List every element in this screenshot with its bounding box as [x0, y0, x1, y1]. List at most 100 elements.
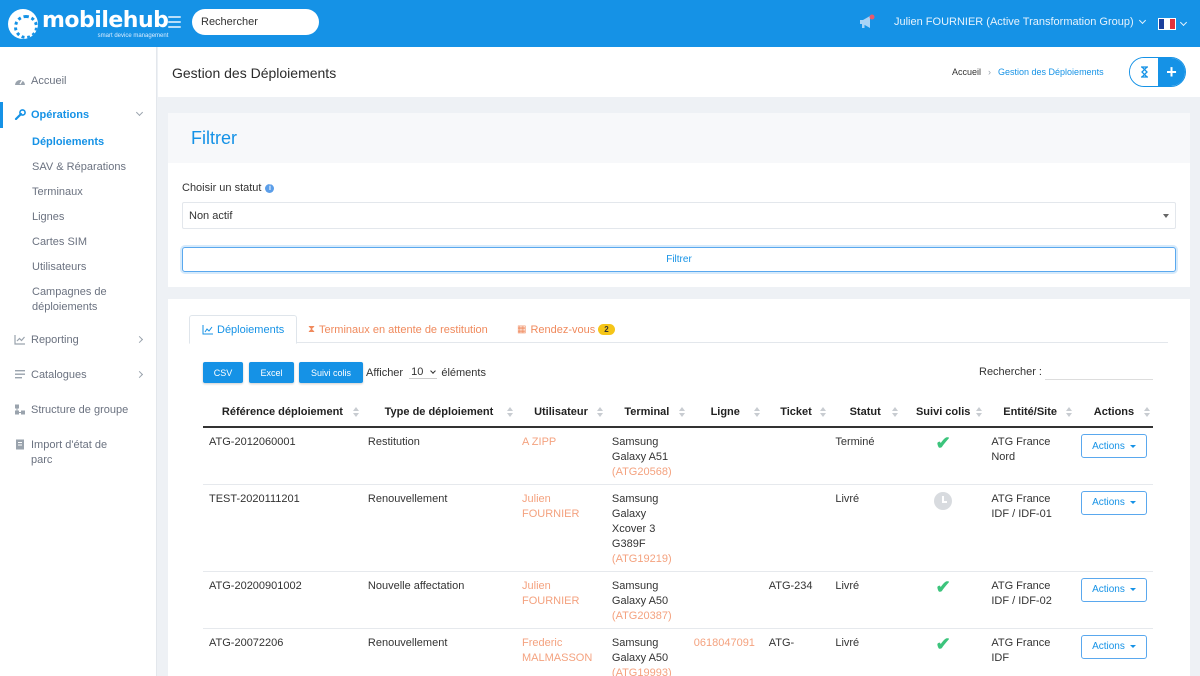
- sidebar-subitem-deployments[interactable]: Déploiements: [32, 136, 105, 148]
- cell-type: Renouvellement: [361, 484, 517, 572]
- sort-icon: [1065, 407, 1072, 417]
- global-search-input[interactable]: [192, 9, 319, 35]
- column-header-line[interactable]: Ligne: [687, 397, 763, 428]
- table-row[interactable]: ATG-2012060001 Restitution A ZIPP Samsun…: [203, 427, 1153, 485]
- tab-pending-terminals[interactable]: ⧗ Terminaux en attente de restitution: [308, 315, 488, 344]
- page-size-control: Afficher 10 éléments: [366, 366, 486, 379]
- sidebar-item-label: Import d'état de parc: [31, 439, 108, 466]
- cell-user-link[interactable]: A ZIPP: [516, 427, 606, 485]
- actions-dropdown-button[interactable]: Actions: [1080, 634, 1147, 659]
- sidebar-item-catalogues[interactable]: Catalogues: [0, 368, 157, 383]
- chevron-right-icon: ›: [988, 67, 992, 77]
- column-label: Utilisateur: [534, 405, 588, 418]
- cell-actions: Actions: [1074, 628, 1153, 676]
- actions-label: Actions: [1092, 440, 1125, 452]
- actions-dropdown-button[interactable]: Actions: [1080, 577, 1147, 602]
- logo[interactable]: mobilehub smart device management: [8, 7, 169, 40]
- info-icon[interactable]: i: [265, 183, 275, 193]
- sidebar-item-import[interactable]: Import d'état de parc: [0, 438, 157, 468]
- logo-name: mobilehub: [42, 7, 169, 33]
- sidebar-subitem-sav[interactable]: SAV & Réparations: [32, 161, 126, 173]
- add-button[interactable]: +: [1158, 58, 1185, 86]
- sidebar-item-group-structure[interactable]: Structure de groupe: [0, 403, 157, 418]
- cell-line[interactable]: [687, 484, 763, 572]
- table-header-row: Référence déploiement Type de déploiemen…: [203, 397, 1153, 428]
- actions-dropdown-button[interactable]: Actions: [1080, 490, 1147, 515]
- excel-export-button[interactable]: Excel: [249, 362, 294, 383]
- fr-flag-icon[interactable]: [1158, 18, 1176, 30]
- hamburger-menu-icon[interactable]: [168, 16, 181, 28]
- filter-button[interactable]: Filtrer: [182, 247, 1176, 272]
- check-icon[interactable]: ✔: [935, 633, 951, 654]
- sidebar-item-home[interactable]: Accueil: [0, 74, 157, 89]
- chevron-down-icon: [135, 108, 144, 117]
- check-icon[interactable]: ✔: [935, 433, 951, 453]
- tracking-export-button[interactable]: Suivi colis: [299, 362, 363, 383]
- column-header-status[interactable]: Statut: [829, 397, 902, 428]
- column-header-reference[interactable]: Référence déploiement: [203, 397, 362, 428]
- tab-appointments[interactable]: ▦ Rendez-vous 2: [517, 315, 615, 344]
- tab-label: Rendez-vous: [530, 323, 596, 336]
- cell-user-link[interactable]: Frederic MALMASSON: [516, 628, 606, 676]
- chevron-down-icon[interactable]: [1179, 18, 1188, 27]
- column-header-user[interactable]: Utilisateur: [516, 397, 606, 428]
- breadcrumb-current: Gestion des Déploiements: [998, 67, 1104, 77]
- logo-tagline: smart device management: [97, 32, 169, 39]
- terminal-id-link[interactable]: (ATG19993): [611, 666, 672, 676]
- status-select[interactable]: Non actif: [182, 202, 1176, 229]
- terminal-name: Samsung Galaxy Xcover 3 G389F: [611, 492, 659, 550]
- terminal-id-link[interactable]: (ATG19219): [611, 552, 672, 565]
- csv-export-button[interactable]: CSV: [203, 362, 243, 383]
- page-size-select[interactable]: 10: [409, 366, 438, 379]
- sidebar-subitem-terminals[interactable]: Terminaux: [32, 186, 83, 198]
- table-search-input[interactable]: [1045, 365, 1153, 380]
- sidebar-item-operations[interactable]: Opérations: [0, 108, 157, 123]
- sort-icon: [753, 407, 760, 417]
- breadcrumb-home[interactable]: Accueil: [952, 67, 982, 77]
- cell-tracking: ✔: [901, 427, 986, 485]
- cell-user-link[interactable]: Julien FOURNIER: [516, 571, 606, 629]
- terminal-id-link[interactable]: (ATG20387): [611, 609, 672, 622]
- user-menu[interactable]: Julien FOURNIER (Active Transformation G…: [894, 16, 1146, 28]
- check-icon[interactable]: ✔: [935, 576, 951, 597]
- cell-line[interactable]: [687, 571, 763, 629]
- sidebar-subitem-users[interactable]: Utilisateurs: [32, 261, 87, 273]
- cell-status: Livré: [829, 628, 902, 676]
- tab-label: Déploiements: [217, 323, 285, 336]
- cell-user-link[interactable]: Julien FOURNIER: [516, 484, 606, 572]
- cell-line[interactable]: [687, 427, 763, 485]
- cell-line[interactable]: 0618047091: [687, 628, 763, 676]
- page-title: Gestion des Déploiements: [172, 65, 337, 81]
- filter-card: Filtrer Choisir un statut i Non actif Fi…: [168, 113, 1190, 287]
- table-row[interactable]: ATG-20200901002 Nouvelle affectation Jul…: [203, 571, 1153, 629]
- column-header-type[interactable]: Type de déploiement: [361, 397, 517, 428]
- actions-dropdown-button[interactable]: Actions: [1080, 434, 1147, 458]
- sidebar-subitem-lines[interactable]: Lignes: [32, 211, 65, 223]
- top-bar: mobilehub smart device management Julien…: [0, 0, 1200, 47]
- column-header-ticket[interactable]: Ticket: [762, 397, 830, 428]
- sidebar-subitem-sim-cards[interactable]: Cartes SIM: [32, 236, 88, 248]
- caret-down-icon: [1163, 214, 1169, 218]
- table-row[interactable]: TEST-2020111201 Renouvellement Julien FO…: [203, 484, 1153, 572]
- column-header-entity[interactable]: Entité/Site: [985, 397, 1075, 428]
- table-row[interactable]: ATG-20072206 Renouvellement Frederic MAL…: [203, 628, 1153, 676]
- hourglass-icon: ⧗: [308, 324, 316, 335]
- clock-icon[interactable]: [934, 491, 953, 510]
- column-label: Suivi colis: [915, 405, 971, 418]
- column-header-actions[interactable]: Actions: [1074, 397, 1153, 428]
- terminal-id-link[interactable]: (ATG20568): [611, 466, 672, 478]
- hourglass-button[interactable]: [1130, 58, 1158, 86]
- actions-label: Actions: [1092, 641, 1125, 652]
- tab-deployments[interactable]: Déploiements: [189, 315, 297, 344]
- megaphone-icon[interactable]: [858, 14, 876, 30]
- tab-bar: Déploiements ⧗ Terminaux en attente de r…: [189, 315, 1168, 344]
- caret-down-icon: [1129, 645, 1136, 648]
- sidebar-subitem-campaigns[interactable]: Campagnes de déploiements: [32, 286, 107, 313]
- column-header-terminal[interactable]: Terminal: [605, 397, 688, 428]
- sidebar-item-label: Accueil: [31, 75, 67, 87]
- cell-ticket: [762, 484, 830, 572]
- actions-label: Actions: [1092, 497, 1125, 508]
- sidebar-item-reporting[interactable]: Reporting: [0, 333, 157, 348]
- cell-actions: Actions: [1074, 571, 1153, 629]
- column-header-tracking[interactable]: Suivi colis: [901, 397, 986, 428]
